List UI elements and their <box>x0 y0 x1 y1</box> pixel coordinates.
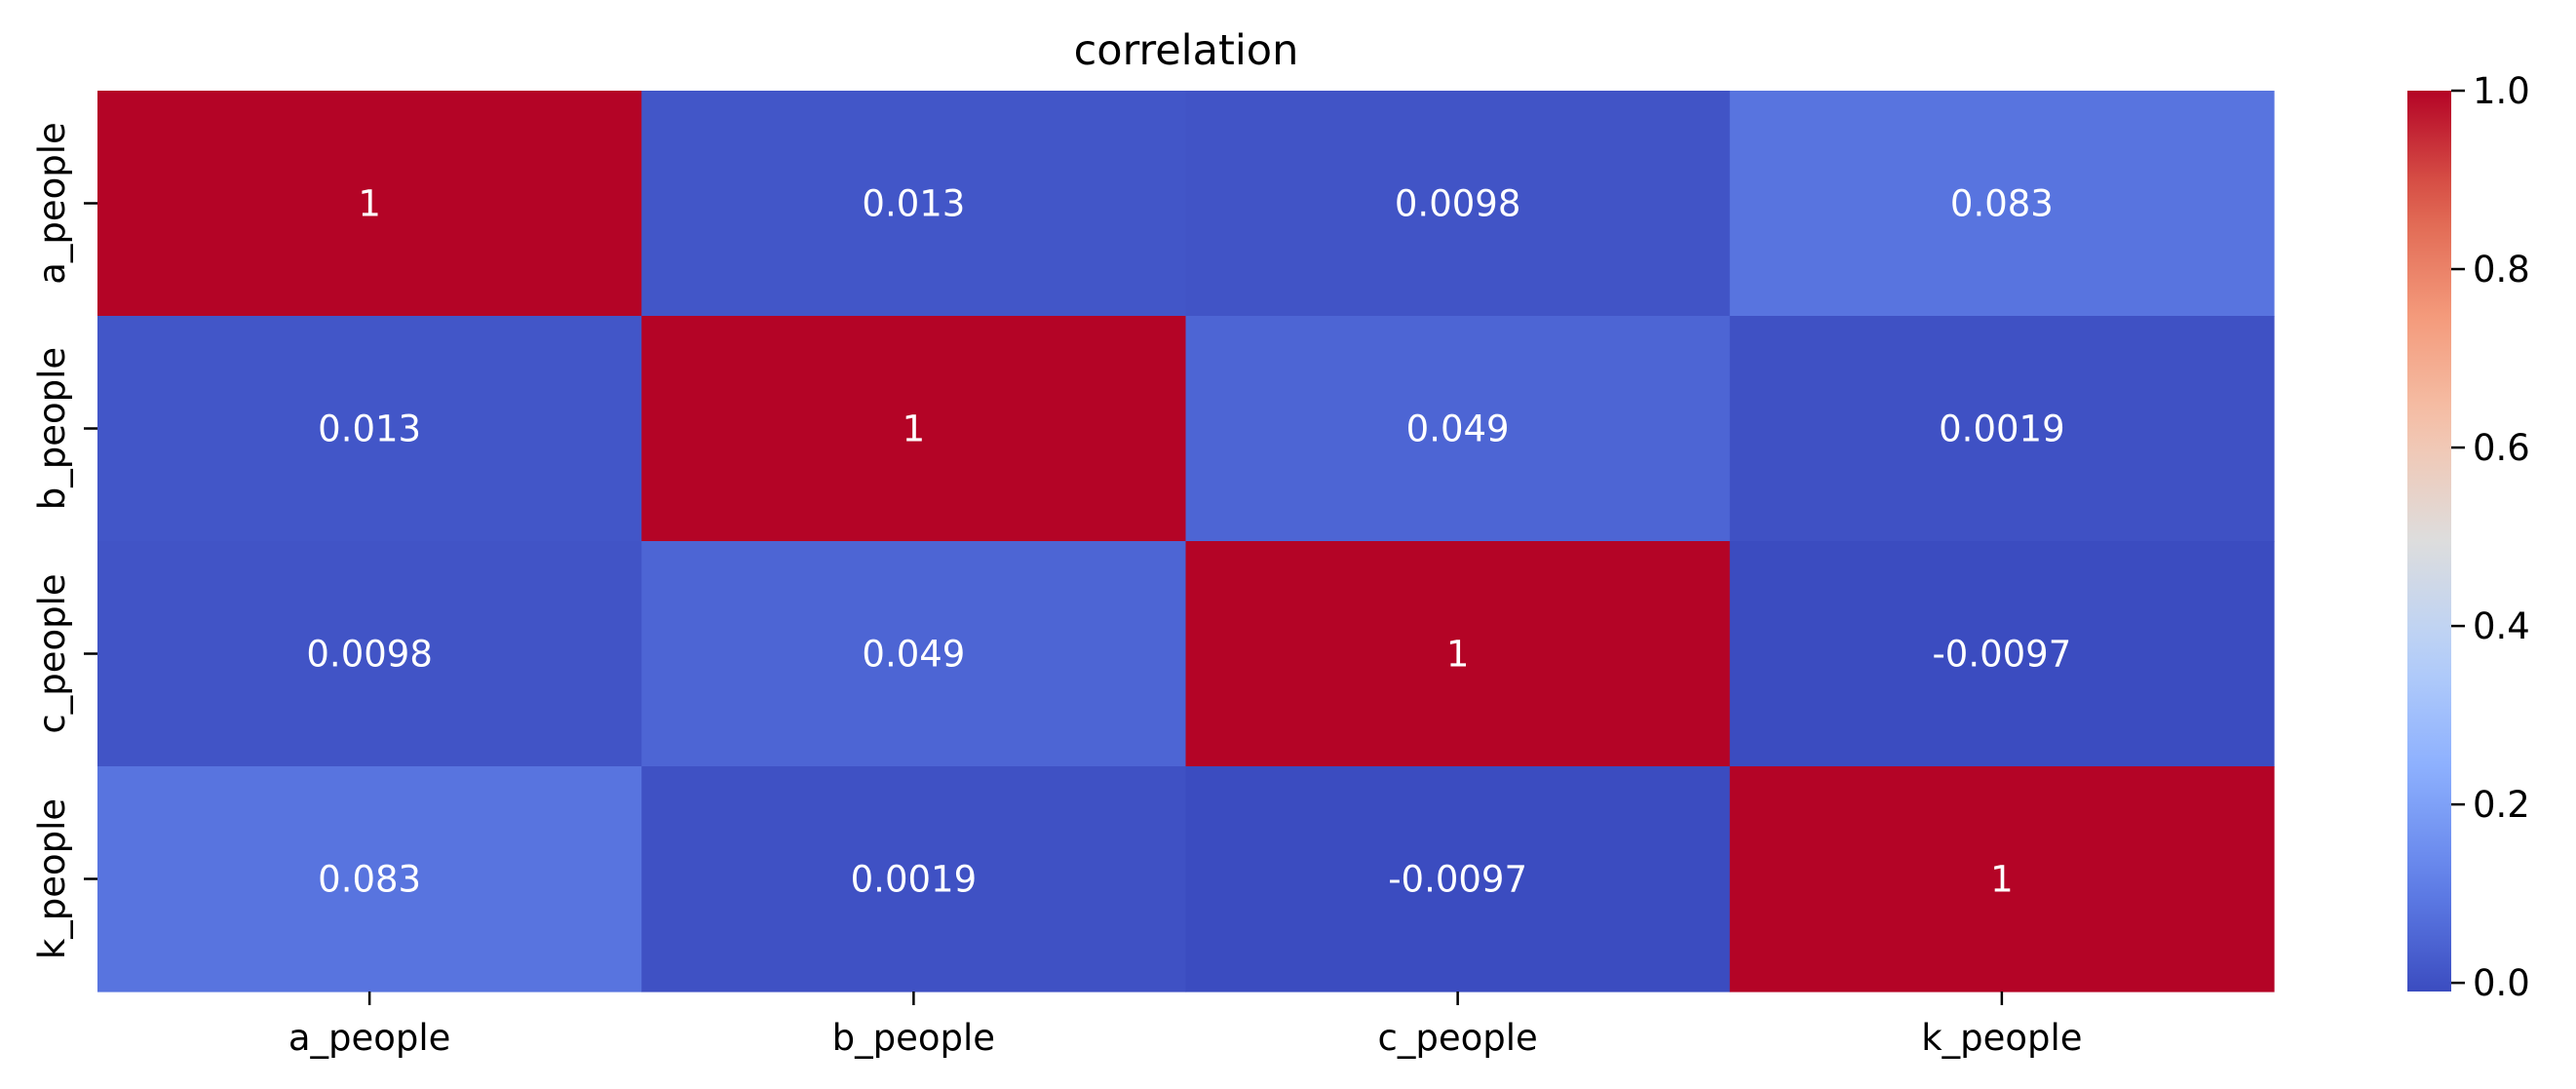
x-axis: a_people b_people c_people k_people <box>288 992 2083 1059</box>
cell-label-3-1: 0.0019 <box>851 859 977 901</box>
heatmap-cell-0-2 <box>1185 91 1731 317</box>
cell-label-2-1: 0.049 <box>862 634 965 676</box>
colorbar-tick-label-5: 1.0 <box>2473 70 2530 112</box>
colorbar-tick-label-4: 0.8 <box>2473 249 2530 291</box>
heatmap-cell-0-0 <box>97 91 642 317</box>
heatmap-cell-labels: 1 0.013 0.0098 0.083 0.013 1 0.049 0.0019 0.0098… <box>306 183 2071 901</box>
cell-label-1-3: 0.0019 <box>1939 408 2064 450</box>
x-tick-label-0: a_people <box>288 1017 451 1059</box>
cell-label-3-0: 0.083 <box>318 859 421 901</box>
cell-label-1-1: 1 <box>903 408 926 450</box>
colorbar-tick-label-2: 0.4 <box>2473 605 2530 647</box>
y-tick-label-0: a_people <box>31 122 73 285</box>
cell-label-2-0: 0.0098 <box>306 634 432 676</box>
x-tick-label-1: b_people <box>832 1017 995 1059</box>
colorbar-tick-label-0: 0.0 <box>2473 962 2530 1004</box>
y-axis: a_people b_people c_people k_people <box>31 122 97 959</box>
x-tick-label-2: c_people <box>1377 1017 1537 1059</box>
heatmap-cell-3-0 <box>97 766 642 992</box>
y-tick-label-1: b_people <box>31 347 73 510</box>
heatmap-cell-2-2 <box>1185 541 1731 767</box>
colorbar-tick-label-1: 0.2 <box>2473 784 2530 826</box>
heatmap-cell-1-1 <box>641 316 1187 542</box>
cell-label-0-0: 1 <box>358 183 381 225</box>
heatmap-cells <box>97 91 2275 992</box>
heatmap-cell-0-1 <box>641 91 1187 317</box>
colorbar: 0.0 0.2 0.4 0.6 0.8 1.0 <box>2407 70 2530 1004</box>
heatmap-cell-1-3 <box>1729 316 2275 542</box>
y-tick-label-3: k_people <box>31 798 73 959</box>
cell-label-2-2: 1 <box>1446 634 1470 676</box>
heatmap-cell-3-2 <box>1185 766 1731 992</box>
y-tick-label-2: c_people <box>31 573 73 733</box>
heatmap-cell-1-0 <box>97 316 642 542</box>
heatmap-cell-0-3 <box>1729 91 2275 317</box>
heatmap-cell-1-2 <box>1185 316 1731 542</box>
cell-label-3-3: 1 <box>1990 859 2014 901</box>
heatmap-cell-2-3 <box>1729 541 2275 767</box>
x-tick-label-3: k_people <box>1921 1017 2082 1059</box>
cell-label-3-2: -0.0097 <box>1388 859 1527 901</box>
colorbar-gradient <box>2407 91 2451 992</box>
cell-label-1-2: 0.049 <box>1406 408 1510 450</box>
heatmap-cell-2-1 <box>641 541 1187 767</box>
cell-label-0-1: 0.013 <box>862 183 965 225</box>
heatmap-cell-2-0 <box>97 541 642 767</box>
chart-title: correlation <box>1074 26 1299 75</box>
heatmap-cell-3-1 <box>641 766 1187 992</box>
cell-label-1-0: 0.013 <box>318 408 421 450</box>
colorbar-tick-label-3: 0.6 <box>2473 427 2530 469</box>
cell-label-0-3: 0.083 <box>1950 183 2054 225</box>
heatmap-cell-3-3 <box>1729 766 2275 992</box>
cell-label-2-3: -0.0097 <box>1932 634 2071 676</box>
cell-label-0-2: 0.0098 <box>1395 183 1520 225</box>
